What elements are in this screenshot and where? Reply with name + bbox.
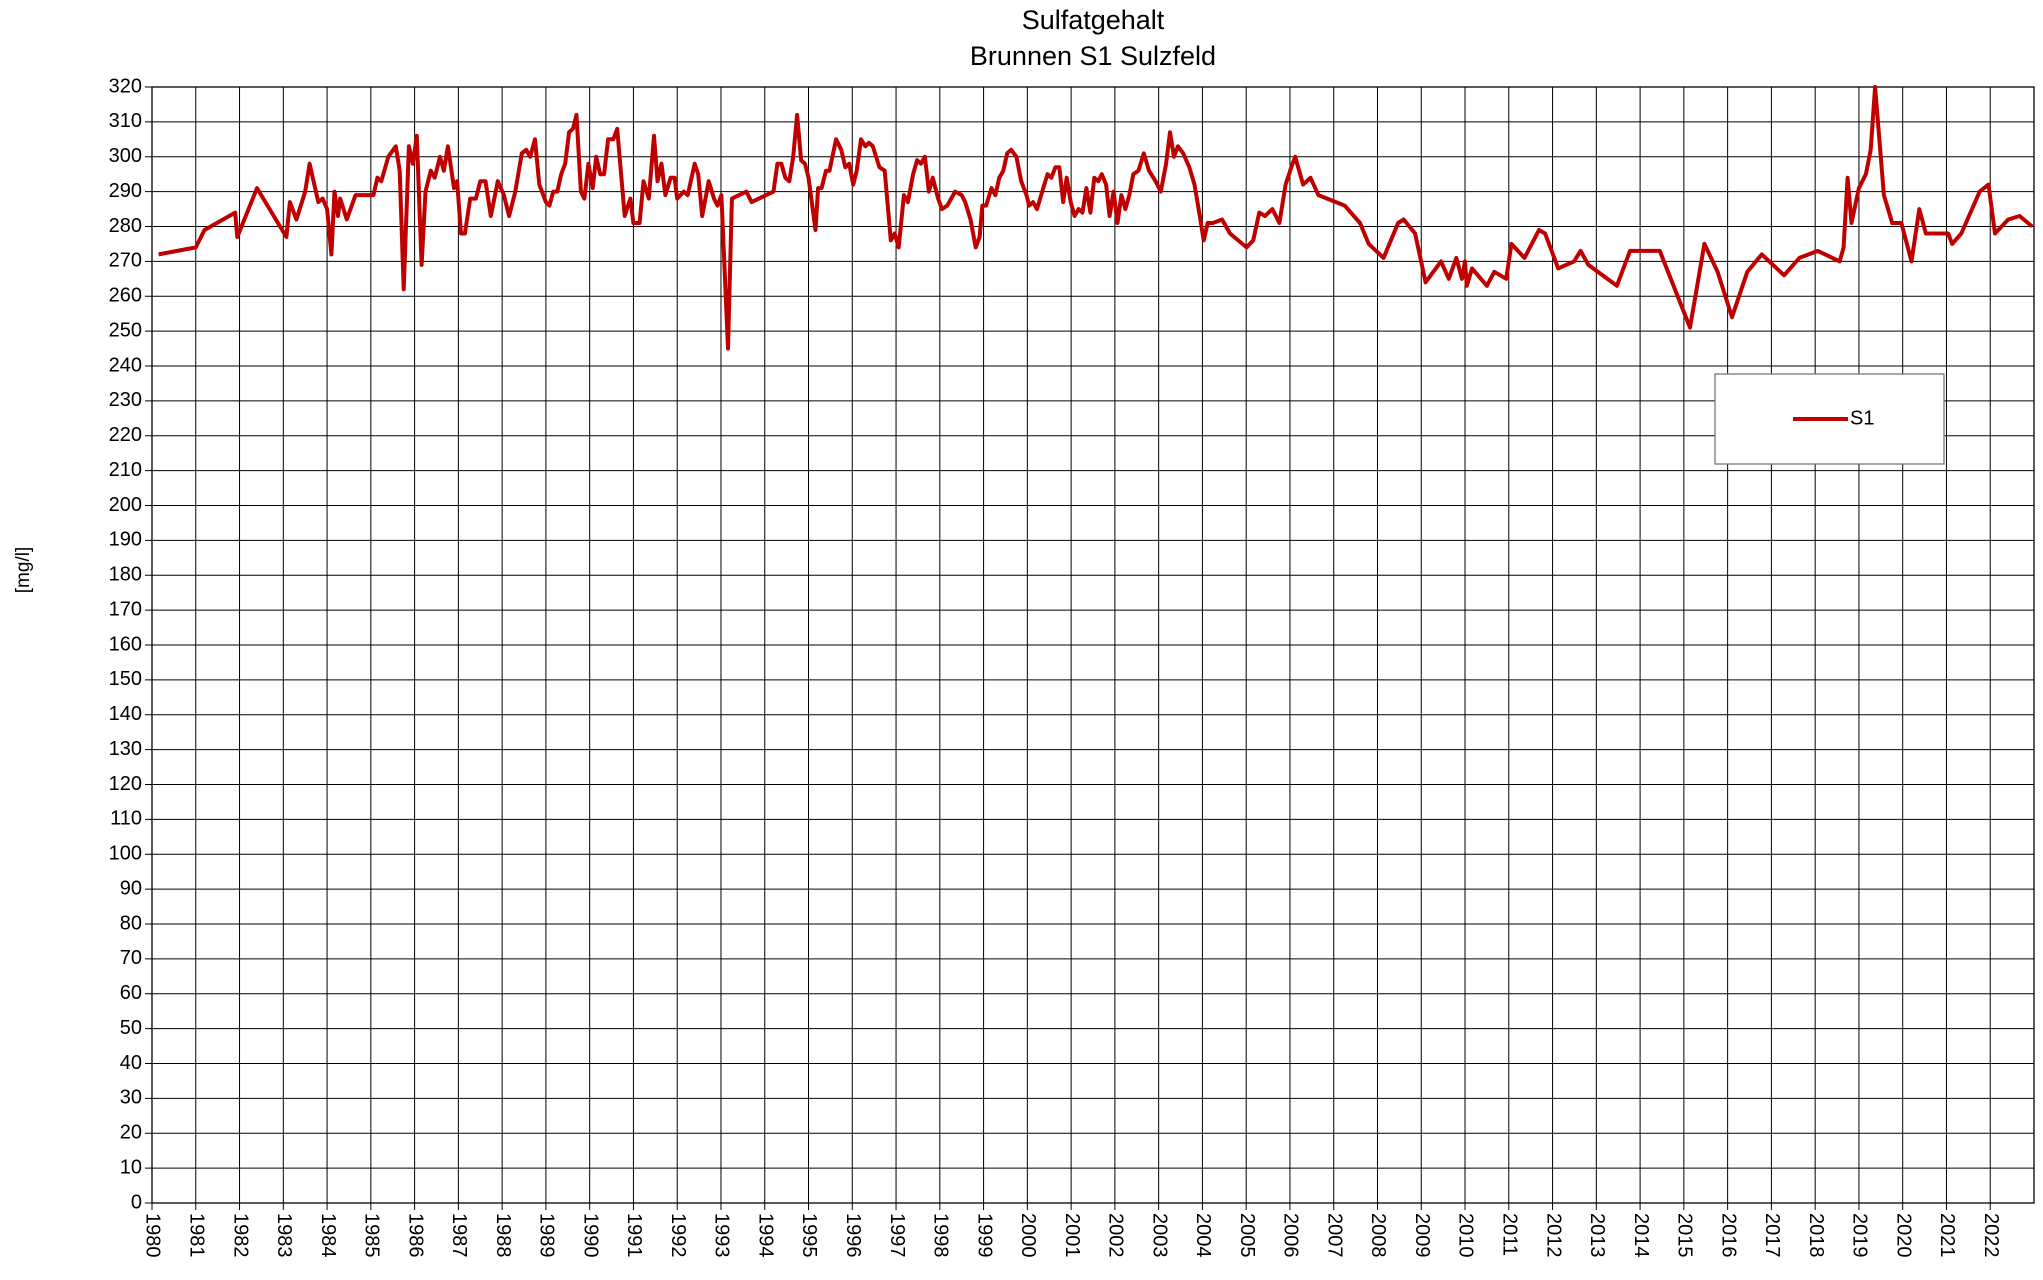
y-tick-label: 130 <box>109 738 142 760</box>
y-tick-label: 10 <box>120 1156 142 1178</box>
x-tick-label: 1994 <box>754 1213 776 1258</box>
data-line <box>158 85 2034 351</box>
x-tick-label: 2005 <box>1236 1213 1258 1258</box>
y-tick-label: 310 <box>109 110 142 132</box>
x-tick-label: 1988 <box>492 1213 514 1258</box>
x-tick-label: 2006 <box>1280 1213 1302 1258</box>
x-tick-label: 2015 <box>1674 1213 1696 1258</box>
x-tick-label: 2022 <box>1980 1213 2002 1258</box>
y-tick-label: 230 <box>109 389 142 411</box>
y-tick-label: 90 <box>120 877 142 899</box>
chart-subtitle: Brunnen S1 Sulzfeld <box>970 41 1216 71</box>
y-tick-label: 210 <box>109 459 142 481</box>
x-tick-label: 1995 <box>798 1213 820 1258</box>
x-tick-label: 2010 <box>1455 1213 1477 1258</box>
x-tick-label: 1989 <box>536 1213 558 1258</box>
x-tick-label: 2003 <box>1148 1213 1170 1258</box>
x-tick-label: 2002 <box>1105 1213 1127 1258</box>
x-tick-label: 2009 <box>1411 1213 1433 1258</box>
y-tick-label: 260 <box>109 285 142 307</box>
x-tick-label: 2008 <box>1367 1213 1389 1258</box>
y-tick-label: 110 <box>110 808 142 830</box>
x-tick-label: 1981 <box>185 1213 207 1258</box>
x-tick-label: 2007 <box>1323 1213 1345 1258</box>
x-tick-label: 1986 <box>404 1213 426 1258</box>
y-tick-label: 320 <box>109 75 142 97</box>
x-tick-label: 2019 <box>1849 1213 1871 1258</box>
y-tick-label: 290 <box>109 180 142 202</box>
x-tick-label: 1993 <box>711 1213 733 1258</box>
legend-label: S1 <box>1850 407 1874 429</box>
x-tick-label: 2016 <box>1717 1213 1739 1258</box>
y-tick-label: 40 <box>120 1052 142 1074</box>
x-tick-label: 1984 <box>317 1213 339 1258</box>
chart-title: Sulfatgehalt <box>1022 5 1165 35</box>
y-tick-label: 20 <box>120 1122 142 1144</box>
x-tick-label: 1985 <box>361 1213 383 1258</box>
x-tick-label: 1983 <box>273 1213 295 1258</box>
y-tick-label: 80 <box>120 912 142 934</box>
y-tick-label: 70 <box>120 947 142 969</box>
x-tick-label: 1987 <box>448 1213 470 1258</box>
grid: 0 10 20 30 40 50 60 70 80 90 100 110 120 130 140 150 160… <box>109 75 2035 1258</box>
x-tick-label: 2000 <box>1017 1213 1039 1258</box>
x-tick-label: 2014 <box>1630 1213 1652 1258</box>
y-tick-label: 60 <box>120 982 142 1004</box>
x-tick-label: 2021 <box>1936 1213 1958 1258</box>
y-tick-label: 150 <box>109 668 142 690</box>
x-tick-label: 2017 <box>1761 1213 1783 1258</box>
legend: S1 <box>1714 373 1945 465</box>
y-tick-label: 170 <box>109 598 142 620</box>
x-tick-label: 1998 <box>930 1213 952 1258</box>
y-tick-label: 120 <box>109 773 142 795</box>
x-tick-label: 1991 <box>623 1213 645 1258</box>
x-tick-label: 2001 <box>1061 1213 1083 1258</box>
x-tick-label: 1999 <box>973 1213 995 1258</box>
x-tick-label: 1980 <box>142 1213 164 1258</box>
y-tick-label: 270 <box>109 250 142 272</box>
x-tick-label: 2013 <box>1586 1213 1608 1258</box>
y-tick-label: 240 <box>109 354 142 376</box>
x-tick-label: 2004 <box>1192 1213 1214 1258</box>
y-tick-label: 180 <box>109 564 142 586</box>
y-tick-label: 280 <box>109 215 142 237</box>
x-tick-label: 1990 <box>579 1213 601 1258</box>
y-tick-label: 50 <box>120 1017 142 1039</box>
y-tick-label: 250 <box>109 319 142 341</box>
x-tick-label: 1996 <box>842 1213 864 1258</box>
y-tick-label: 200 <box>109 494 142 516</box>
x-tick-label: 1997 <box>886 1213 908 1258</box>
y-tick-label: 300 <box>109 145 142 167</box>
plot <box>158 85 2034 351</box>
y-axis-label: [mg/l] <box>13 547 34 593</box>
y-tick-label: 140 <box>109 703 142 725</box>
y-tick-label: 220 <box>109 424 142 446</box>
x-tick-label: 1992 <box>667 1213 689 1258</box>
y-tick-label: 160 <box>109 633 142 655</box>
x-tick-label: 2011 <box>1499 1213 1521 1256</box>
y-tick-label: 30 <box>120 1087 142 1109</box>
y-tick-label: 0 <box>131 1191 142 1213</box>
x-tick-label: 2020 <box>1892 1213 1914 1258</box>
x-tick-label: 1982 <box>229 1213 251 1258</box>
x-tick-label: 2012 <box>1542 1213 1564 1258</box>
y-tick-label: 190 <box>109 529 142 551</box>
x-tick-label: 2018 <box>1805 1213 1827 1258</box>
y-tick-label: 100 <box>109 843 142 865</box>
